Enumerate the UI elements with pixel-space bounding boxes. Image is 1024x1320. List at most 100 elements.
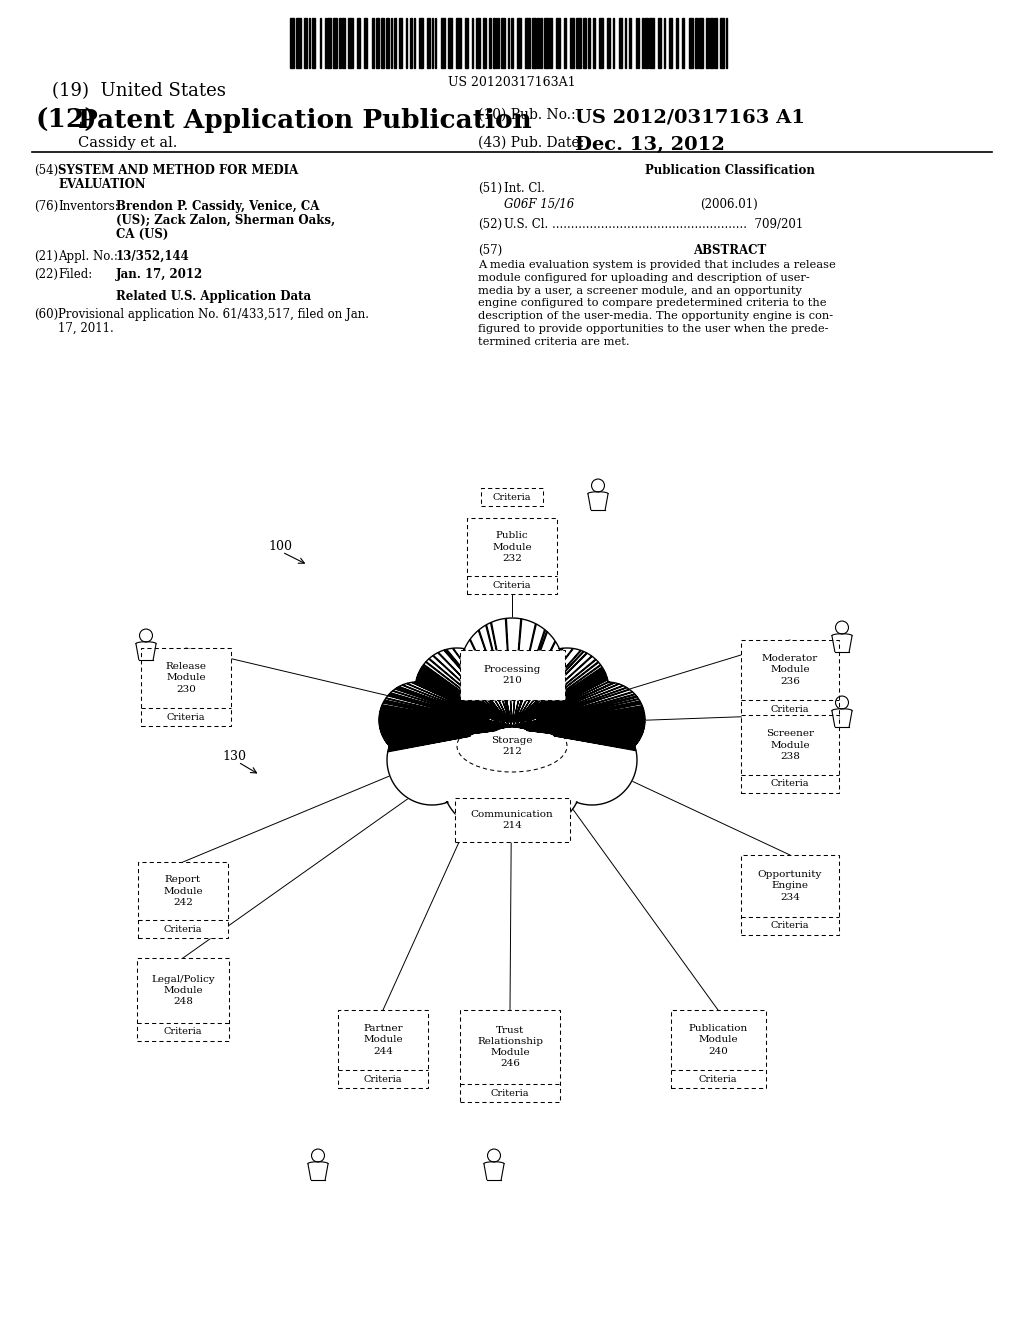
Bar	[741, 640, 839, 718]
Text: Patent Application Publication: Patent Application Publication	[78, 108, 531, 133]
Bar	[304, 18, 307, 69]
Bar	[511, 18, 513, 69]
Bar	[440, 18, 444, 69]
Text: (19)  United States: (19) United States	[52, 82, 226, 100]
Bar	[556, 18, 560, 69]
Bar	[475, 18, 480, 69]
Bar	[399, 18, 402, 69]
Bar	[483, 18, 486, 69]
Text: Criteria: Criteria	[493, 581, 531, 590]
Bar	[356, 18, 360, 69]
Text: (76): (76)	[34, 201, 58, 213]
Bar	[613, 18, 614, 69]
Text: Legal/Policy
Module
248: Legal/Policy Module 248	[152, 975, 215, 1006]
Bar	[537, 18, 540, 69]
Bar	[714, 18, 717, 69]
Text: A media evaluation system is provided that includes a release
module configured : A media evaluation system is provided th…	[478, 260, 836, 347]
Bar	[338, 1010, 428, 1088]
Text: Public
Module
232: Public Module 232	[493, 532, 531, 562]
Text: Release
Module
230: Release Module 230	[166, 663, 207, 693]
Bar	[460, 649, 564, 700]
Bar	[342, 18, 345, 69]
Text: (51): (51)	[478, 182, 502, 195]
Bar	[465, 18, 468, 69]
Text: Criteria: Criteria	[164, 1027, 203, 1036]
Text: Criteria: Criteria	[164, 924, 203, 933]
Text: Dec. 13, 2012: Dec. 13, 2012	[575, 136, 725, 154]
Bar	[420, 18, 423, 69]
Bar	[376, 18, 379, 69]
Bar	[550, 18, 552, 69]
Bar	[372, 18, 374, 69]
Bar	[577, 18, 581, 69]
Bar	[489, 18, 492, 69]
Bar	[334, 18, 337, 69]
Text: Publication
Module
240: Publication Module 240	[688, 1024, 748, 1056]
Bar	[593, 18, 595, 69]
Bar	[327, 18, 332, 69]
Text: (2006.01): (2006.01)	[700, 198, 758, 211]
Text: Criteria: Criteria	[167, 713, 205, 722]
Bar	[699, 18, 703, 69]
Text: EVALUATION: EVALUATION	[58, 178, 145, 191]
Bar	[588, 18, 590, 69]
Bar	[290, 18, 294, 69]
Text: Related U.S. Application Data: Related U.S. Application Data	[116, 290, 311, 304]
Bar	[386, 18, 388, 69]
Bar	[467, 517, 557, 594]
Text: (43) Pub. Date:: (43) Pub. Date:	[478, 136, 585, 150]
Bar	[472, 18, 473, 69]
Text: 13/352,144: 13/352,144	[116, 249, 189, 263]
Bar	[312, 18, 315, 69]
Bar	[501, 18, 505, 69]
Text: Inventors:: Inventors:	[58, 201, 119, 213]
Bar	[138, 862, 228, 939]
Bar	[457, 18, 461, 69]
Bar	[435, 18, 436, 69]
Bar	[563, 18, 565, 69]
Bar	[339, 18, 341, 69]
Text: Trust
Relationship
Module
246: Trust Relationship Module 246	[477, 1026, 543, 1068]
Text: (52): (52)	[478, 218, 502, 231]
Bar	[636, 18, 637, 69]
Text: (US); Zack Zalon, Sherman Oaks,: (US); Zack Zalon, Sherman Oaks,	[116, 214, 335, 227]
Text: (57): (57)	[478, 244, 502, 257]
Bar	[657, 18, 662, 69]
Text: Storage
212: Storage 212	[492, 737, 532, 756]
Text: Brendon P. Cassidy, Venice, CA: Brendon P. Cassidy, Venice, CA	[116, 201, 319, 213]
Bar	[649, 18, 653, 69]
Bar	[545, 18, 549, 69]
Text: Provisional application No. 61/433,517, filed on Jan.: Provisional application No. 61/433,517, …	[58, 308, 369, 321]
Text: Communication
214: Communication 214	[471, 810, 553, 830]
Text: Screener
Module
238: Screener Module 238	[766, 730, 814, 760]
Text: Opportunity
Engine
234: Opportunity Engine 234	[758, 870, 822, 902]
Text: Partner
Module
244: Partner Module 244	[364, 1024, 402, 1056]
Text: Criteria: Criteria	[364, 1074, 402, 1084]
Bar	[682, 18, 684, 69]
Bar	[625, 18, 626, 69]
Bar	[365, 18, 368, 69]
Text: SYSTEM AND METHOD FOR MEDIA: SYSTEM AND METHOD FOR MEDIA	[58, 164, 298, 177]
Text: (12): (12)	[35, 108, 96, 133]
Text: Moderator
Module
236: Moderator Module 236	[762, 655, 818, 685]
Text: Int. Cl.: Int. Cl.	[504, 182, 545, 195]
Bar	[309, 18, 310, 69]
Bar	[741, 715, 839, 793]
Bar	[726, 18, 727, 69]
Text: ABSTRACT: ABSTRACT	[693, 244, 767, 257]
Bar	[137, 958, 229, 1041]
Bar	[676, 18, 678, 69]
Bar	[325, 18, 326, 69]
Polygon shape	[379, 618, 645, 830]
Bar	[570, 18, 574, 69]
Text: Cassidy et al.: Cassidy et al.	[78, 136, 177, 150]
Bar	[630, 18, 632, 69]
Text: (22): (22)	[34, 268, 58, 281]
Bar	[141, 648, 231, 726]
Bar	[671, 1010, 766, 1088]
Bar	[599, 18, 603, 69]
Bar	[741, 855, 839, 935]
Bar	[706, 18, 709, 69]
Text: Criteria: Criteria	[771, 921, 809, 931]
Text: (60): (60)	[34, 308, 58, 321]
